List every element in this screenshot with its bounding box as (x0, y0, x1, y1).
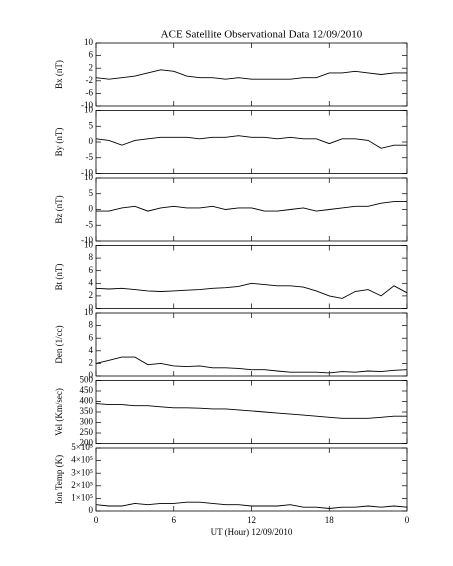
data-line (95, 282, 408, 299)
y-tick-label: 6 (89, 50, 94, 60)
data-line (95, 135, 407, 149)
y-tick-label: 4 (89, 277, 94, 287)
y-tick-label: 3×10⁵ (71, 467, 93, 477)
y-tick-label: -10 (81, 235, 93, 245)
y-tick-label: 0 (89, 204, 94, 214)
y-tick-label: -2 (86, 75, 94, 85)
y-tick-label: 5 (89, 188, 94, 198)
y-tick-label: 10 (84, 37, 94, 47)
y-tick-label: 350 (80, 406, 94, 416)
y-tick-label: 6 (89, 265, 94, 275)
y-tick-label: 0 (89, 303, 94, 313)
y-tick-label: -5 (86, 219, 94, 229)
y-tick-label: -5 (86, 152, 94, 162)
y-tick-label: 2 (89, 290, 94, 300)
y-tick-label: 10 (84, 240, 94, 250)
data-line (95, 501, 408, 509)
y-tick-label: -10 (81, 168, 93, 178)
data-line (95, 403, 407, 419)
y-axis-label: Bz (nT) (54, 195, 64, 223)
x-tick-label: 12 (247, 515, 256, 525)
y-axis-label: Den (1/cc) (54, 325, 64, 363)
y-tick-label: 0 (89, 370, 94, 380)
y-tick-label: 0 (89, 136, 94, 146)
x-tick-label: 0 (405, 515, 410, 525)
y-axis-label: Ion Temp (K) (54, 455, 64, 504)
y-tick-label: 10 (84, 307, 94, 317)
panel-frame (95, 380, 408, 444)
y-tick-label: 450 (80, 385, 94, 395)
x-axis-label: UT (Hour) 12/09/2010 (211, 527, 293, 537)
panel-frame (95, 447, 408, 512)
panel-frame (95, 245, 408, 309)
y-tick-label: 1×10⁵ (71, 492, 93, 502)
y-tick-label: 250 (80, 427, 94, 437)
data-line (95, 69, 407, 80)
panel-frame (95, 312, 408, 377)
y-tick-label: 8 (89, 252, 94, 262)
y-tick-label: 4 (89, 345, 94, 355)
y-tick-label: 5×10⁵ (71, 442, 93, 452)
y-tick-label: 2 (89, 62, 94, 72)
y-axis-label: Bt (nT) (54, 264, 64, 291)
y-tick-label: 6 (89, 332, 94, 342)
data-line (96, 201, 407, 212)
y-tick-label: 400 (80, 396, 94, 406)
y-tick-label: 2 (89, 357, 94, 367)
y-tick-label: 8 (89, 320, 94, 330)
y-tick-label: 500 (80, 375, 94, 385)
y-tick-label: 0 (89, 505, 94, 515)
data-line (95, 356, 408, 374)
y-tick-label: -10 (81, 100, 93, 110)
x-tick-label: 18 (325, 515, 335, 525)
panel-frame (95, 110, 408, 174)
y-tick-label: -6 (86, 87, 94, 97)
y-axis-label: Bx (nT) (54, 60, 64, 89)
y-tick-label: 10 (84, 105, 94, 115)
chart-title: ACE Satellite Observational Data 12/09/2… (161, 29, 363, 41)
x-tick-label: 6 (172, 515, 177, 525)
y-tick-label: 200 (80, 438, 94, 448)
x-tick-label: 0 (94, 515, 99, 525)
y-tick-label: 300 (80, 417, 94, 427)
y-tick-label: 5 (89, 120, 94, 130)
y-tick-label: 10 (84, 172, 94, 182)
y-tick-label: 4×10⁵ (71, 455, 93, 465)
y-tick-label: 2×10⁵ (71, 480, 93, 490)
y-axis-label: Vel (Km/sec) (54, 388, 64, 436)
y-axis-label: By (nT) (54, 128, 64, 157)
